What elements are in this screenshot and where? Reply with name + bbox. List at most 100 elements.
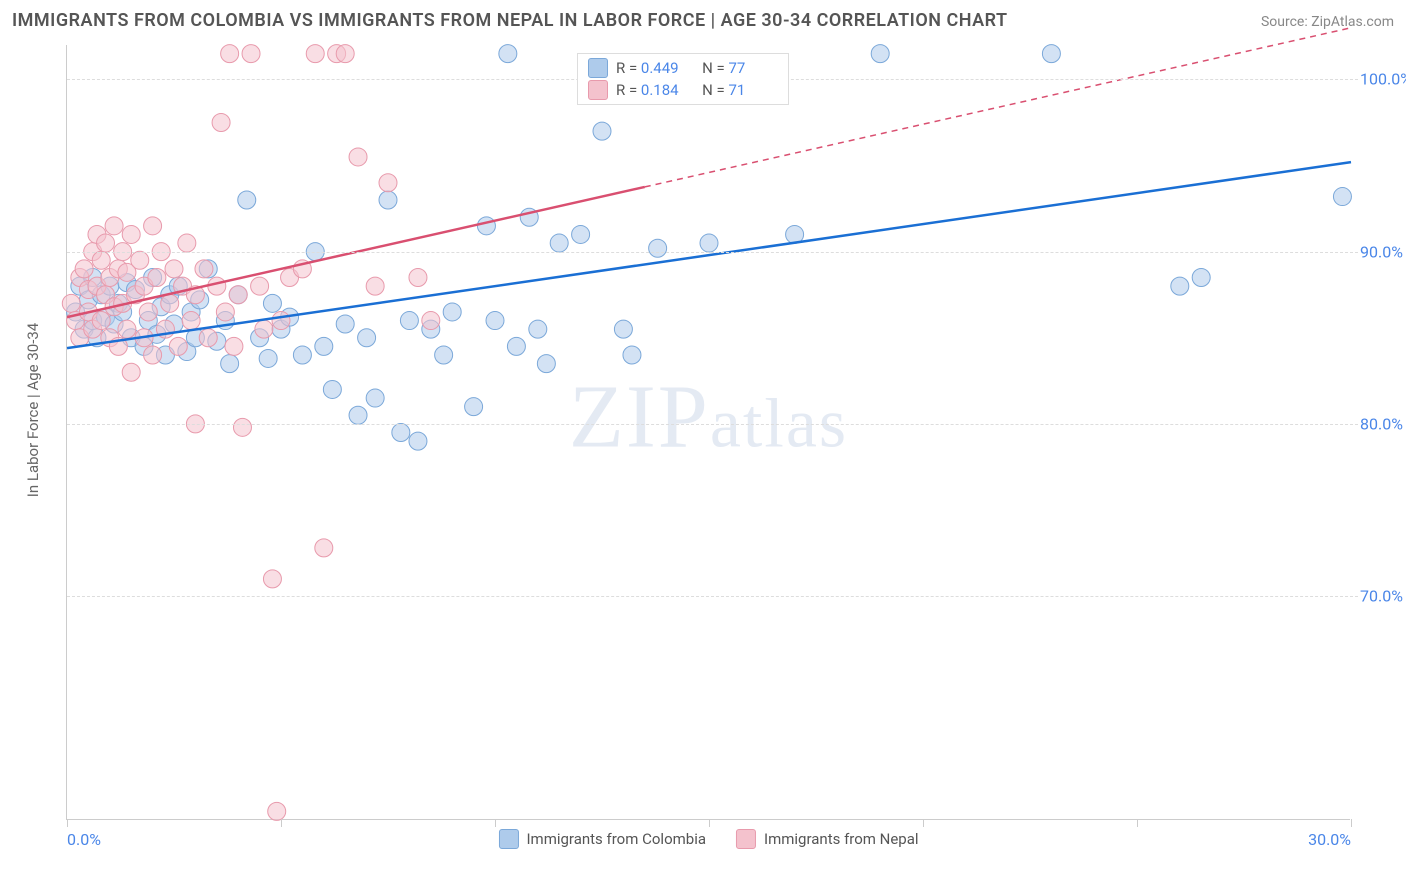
y-tick-label: 100.0% [1360, 70, 1406, 89]
scatter-point [118, 320, 136, 338]
scatter-point [148, 269, 166, 287]
scatter-point [336, 315, 354, 333]
x-tick [281, 819, 282, 827]
legend-item: Immigrants from Nepal [736, 829, 919, 849]
scatter-point [199, 329, 217, 347]
scatter-point [97, 234, 115, 252]
scatter-point [221, 45, 239, 63]
scatter-point [349, 148, 367, 166]
scatter-point [139, 303, 157, 321]
scatter-point [272, 312, 290, 330]
x-tick [495, 819, 496, 827]
x-tick-label: 0.0% [67, 830, 101, 849]
scatter-point [122, 225, 140, 243]
scatter-point [225, 337, 243, 355]
legend-label: Immigrants from Colombia [526, 830, 706, 848]
scatter-point [105, 217, 123, 235]
scatter-point [233, 418, 251, 436]
scatter-point [323, 380, 341, 398]
scatter-point [349, 406, 367, 424]
scatter-point [649, 239, 667, 257]
series-legend: Immigrants from Colombia Immigrants from … [458, 829, 958, 849]
scatter-point [238, 191, 256, 209]
legend-item: Immigrants from Colombia [498, 829, 706, 849]
scatter-point [216, 303, 234, 321]
x-tick-label: 30.0% [1308, 830, 1351, 849]
legend-swatch [588, 80, 608, 100]
scatter-point [242, 45, 260, 63]
scatter-point [392, 424, 410, 442]
legend-swatch [736, 829, 756, 849]
scatter-point [529, 320, 547, 338]
scatter-point [499, 45, 517, 63]
scatter-point [593, 122, 611, 140]
gridline [67, 596, 1358, 597]
scatter-point [169, 337, 187, 355]
scatter-point [1192, 269, 1210, 287]
scatter-point [293, 346, 311, 364]
y-tick-label: 80.0% [1360, 414, 1406, 433]
scatter-point [131, 251, 149, 269]
scatter-point [315, 539, 333, 557]
plot-region: ZIPatlas R = 0.449 N = 77R = 0.184 N = 7… [66, 45, 1350, 820]
legend-swatch [588, 58, 608, 78]
scatter-point [507, 337, 525, 355]
x-tick [1351, 819, 1352, 827]
x-tick [1137, 819, 1138, 827]
scatter-point [336, 45, 354, 63]
x-tick [709, 819, 710, 827]
correlation-legend: R = 0.449 N = 77R = 0.184 N = 71 [577, 53, 789, 105]
scatter-point [550, 234, 568, 252]
trend-line [67, 162, 1351, 348]
scatter-point [400, 312, 418, 330]
scatter-point [1042, 45, 1060, 63]
scatter-point [366, 389, 384, 407]
scatter-point [144, 217, 162, 235]
legend-row: R = 0.449 N = 77 [588, 58, 778, 78]
scatter-point [195, 260, 213, 278]
x-tick [923, 819, 924, 827]
scatter-point [435, 346, 453, 364]
scatter-point [259, 349, 277, 367]
scatter-point [263, 294, 281, 312]
source-label: Source: ZipAtlas.com [1261, 14, 1394, 30]
scatter-point [623, 346, 641, 364]
trend-line-dashed [645, 28, 1351, 187]
scatter-point [92, 251, 110, 269]
gridline [67, 252, 1358, 253]
scatter-point [263, 570, 281, 588]
chart-title: IMMIGRANTS FROM COLOMBIA VS IMMIGRANTS F… [12, 10, 1008, 31]
scatter-point [486, 312, 504, 330]
scatter-point [409, 432, 427, 450]
scatter-point [572, 225, 590, 243]
y-tick-label: 90.0% [1360, 242, 1406, 261]
scatter-point [221, 355, 239, 373]
scatter-point [358, 329, 376, 347]
legend-label: Immigrants from Nepal [764, 830, 919, 848]
scatter-point [251, 277, 269, 295]
scatter-point [477, 217, 495, 235]
scatter-point [871, 45, 889, 63]
scatter-point [306, 45, 324, 63]
scatter-point [443, 303, 461, 321]
scatter-point [165, 260, 183, 278]
x-tick [67, 819, 68, 827]
scatter-point [255, 320, 273, 338]
scatter-point [614, 320, 632, 338]
scatter-point [229, 286, 247, 304]
scatter-point [465, 398, 483, 416]
y-axis-label: In Labor Force | Age 30-34 [24, 323, 42, 497]
scatter-point [409, 269, 427, 287]
legend-stats: R = 0.449 N = 77 [616, 59, 778, 77]
scatter-point [315, 337, 333, 355]
scatter-point [1333, 188, 1351, 206]
scatter-point [379, 174, 397, 192]
scatter-point [422, 312, 440, 330]
scatter-point [182, 312, 200, 330]
scatter-point [208, 277, 226, 295]
y-tick-label: 70.0% [1360, 587, 1406, 606]
scatter-point [366, 277, 384, 295]
scatter-point [122, 363, 140, 381]
plot-svg [67, 45, 1350, 819]
scatter-point [161, 294, 179, 312]
